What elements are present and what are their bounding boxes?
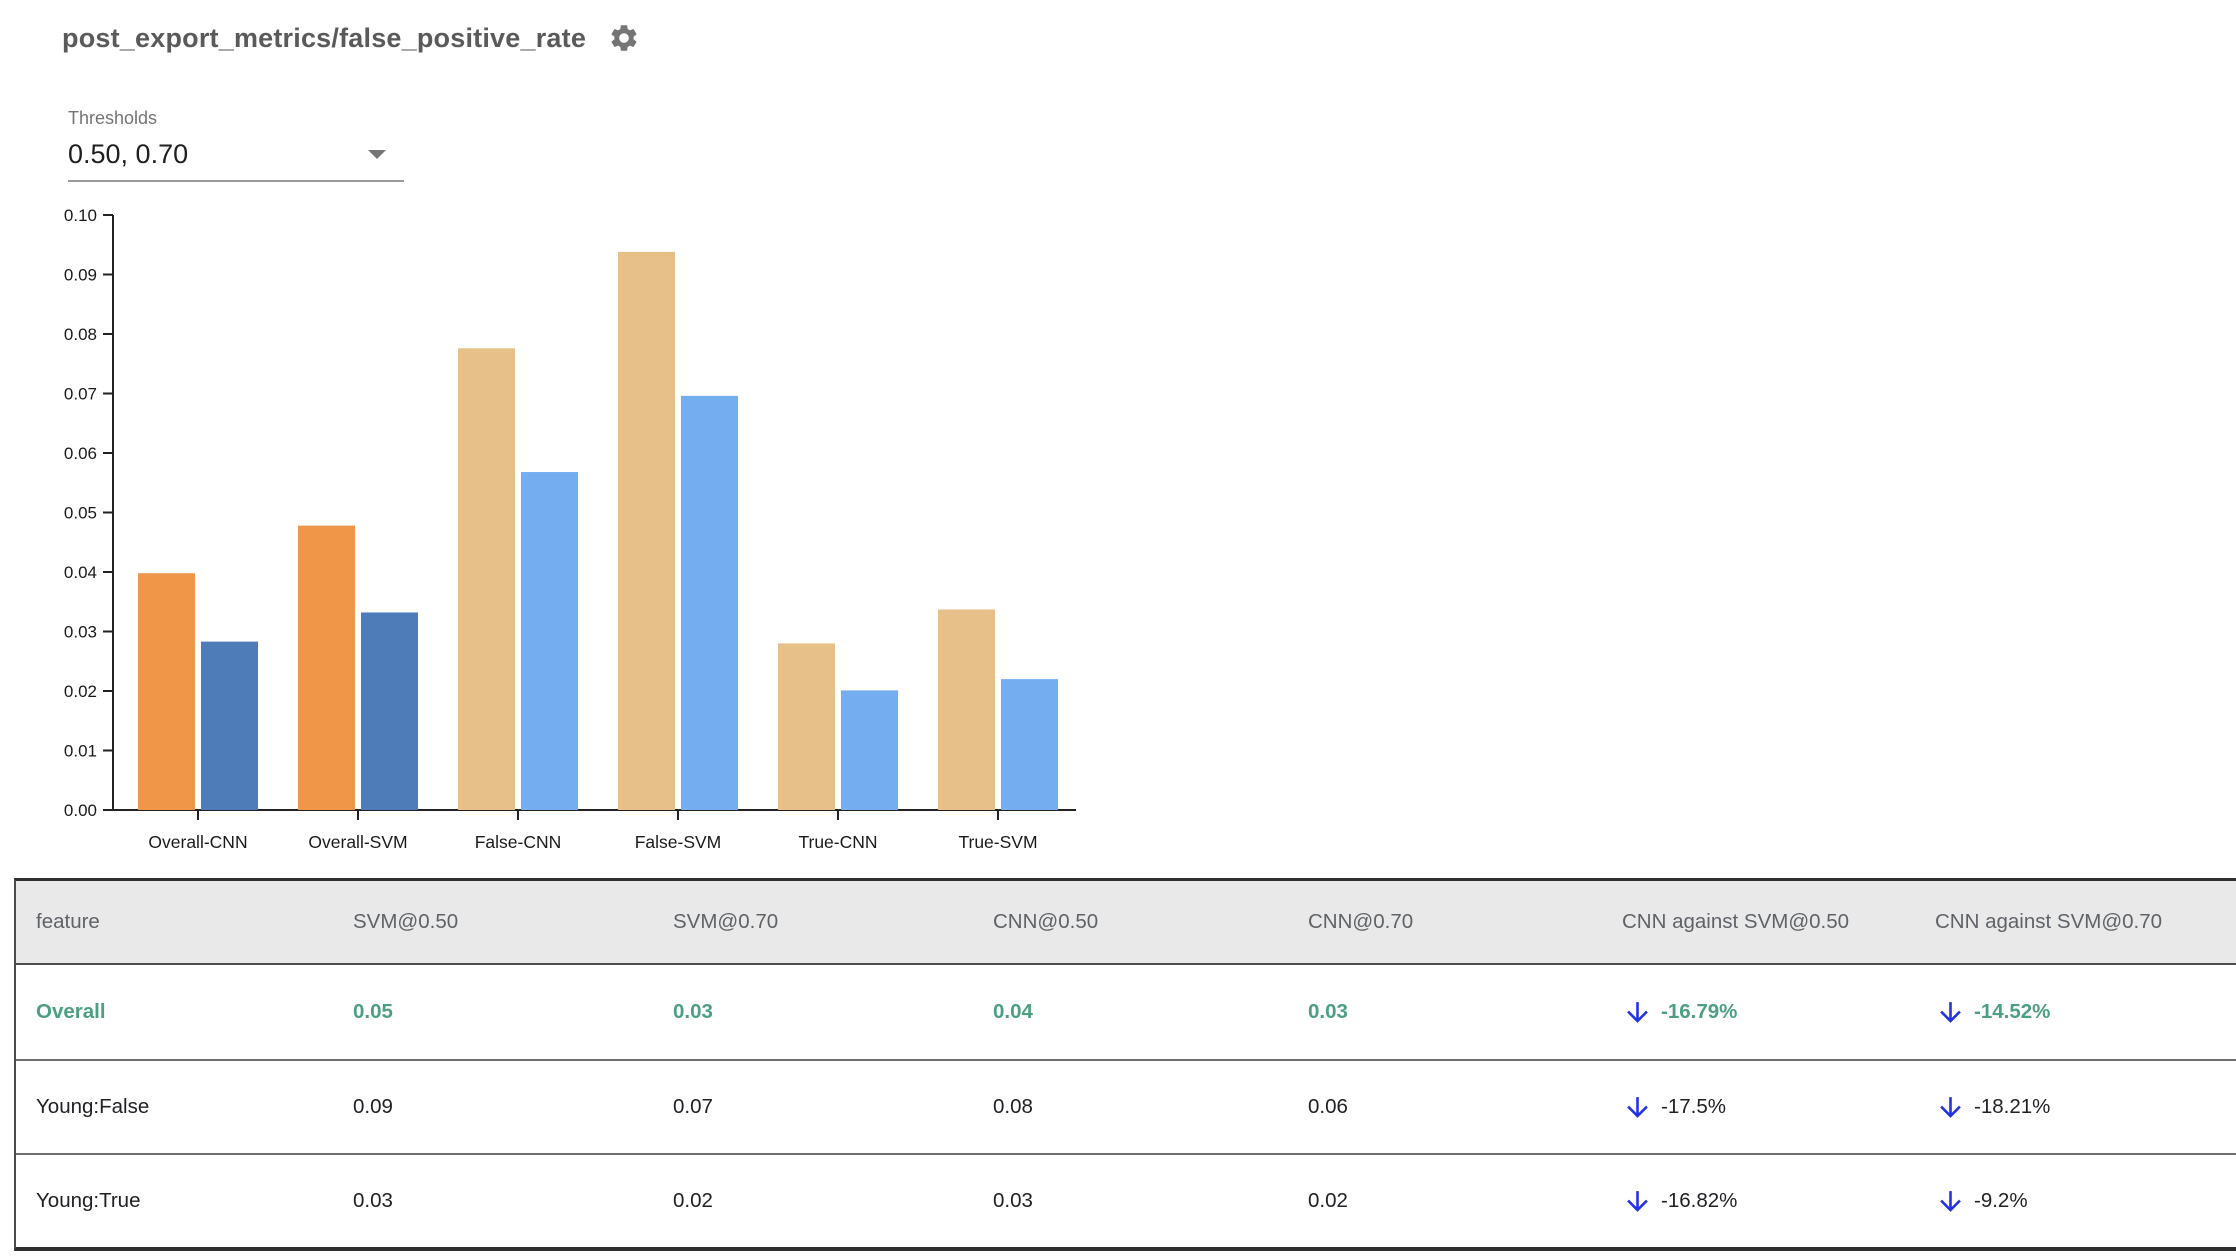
value-cell: 0.03 — [353, 1189, 393, 1212]
bar-True-CNN-threshold-0.70[interactable] — [841, 690, 898, 810]
metrics-table: feature SVM@0.50 SVM@0.70 CNN@0.50 CNN@0… — [14, 878, 2236, 1251]
value-cell: 0.08 — [993, 1095, 1033, 1118]
bar-Overall-CNN-threshold-0.70[interactable] — [201, 641, 258, 810]
column-header-cnn-070: CNN@0.70 — [1308, 910, 1414, 933]
bar-True-CNN-threshold-0.50[interactable] — [778, 643, 835, 810]
change-value: -16.79% — [1661, 1000, 1738, 1023]
change-cell: -14.52% — [1925, 997, 2236, 1028]
value-cell: 0.09 — [353, 1095, 393, 1118]
bar-False-SVM-threshold-0.70[interactable] — [681, 395, 738, 810]
feature-cell: Young:True — [36, 1189, 141, 1212]
panel-header: post_export_metrics/false_positive_rate — [62, 22, 640, 54]
value-cell: 0.02 — [673, 1189, 713, 1212]
change-cell: -17.5% — [1612, 1092, 1925, 1123]
arrow-down-icon — [1940, 1096, 1961, 1118]
svg-text:True-CNN: True-CNN — [798, 832, 877, 852]
svg-text:False-SVM: False-SVM — [635, 832, 722, 852]
dropdown-caret-icon — [368, 150, 386, 159]
svg-text:0.04: 0.04 — [64, 563, 97, 582]
svg-text:Overall-SVM: Overall-SVM — [308, 832, 407, 852]
bar-Overall-SVM-threshold-0.70[interactable] — [361, 612, 418, 810]
feature-cell: Overall — [36, 1000, 106, 1023]
bar-True-SVM-threshold-0.70[interactable] — [1001, 679, 1058, 810]
bar-Overall-CNN-threshold-0.50[interactable] — [138, 573, 195, 810]
change-value: -18.21% — [1974, 1095, 2051, 1118]
table-header-row: feature SVM@0.50 SVM@0.70 CNN@0.50 CNN@0… — [16, 881, 2236, 965]
thresholds-select[interactable]: 0.50, 0.70 — [68, 137, 404, 182]
feature-cell: Young:False — [36, 1095, 150, 1118]
svg-text:0.07: 0.07 — [64, 385, 97, 404]
bar-False-CNN-threshold-0.50[interactable] — [458, 348, 515, 810]
column-header-feature: feature — [36, 910, 100, 933]
change-cell: -18.21% — [1925, 1092, 2236, 1123]
change-value: -14.52% — [1974, 1000, 2051, 1023]
column-header-svm-070: SVM@0.70 — [673, 910, 779, 933]
arrow-down-icon — [1940, 1001, 1961, 1023]
svg-text:Overall-CNN: Overall-CNN — [148, 832, 247, 852]
column-header-cnn-against-svm-050: CNN against SVM@0.50 — [1622, 910, 1850, 933]
column-header-cnn-against-svm-070: CNN against SVM@0.70 — [1935, 910, 2163, 933]
svg-text:0.03: 0.03 — [64, 623, 97, 642]
bar-Overall-SVM-threshold-0.50[interactable] — [298, 525, 355, 810]
value-cell: 0.05 — [353, 1000, 393, 1023]
value-cell: 0.03 — [993, 1189, 1033, 1212]
svg-text:0.09: 0.09 — [64, 266, 97, 285]
svg-text:0.02: 0.02 — [64, 682, 97, 701]
svg-text:0.05: 0.05 — [64, 504, 97, 523]
change-value: -17.5% — [1661, 1095, 1726, 1118]
change-cell: -16.82% — [1612, 1186, 1925, 1217]
value-cell: 0.03 — [1308, 1000, 1348, 1023]
svg-text:False-CNN: False-CNN — [475, 832, 562, 852]
value-cell: 0.06 — [1308, 1095, 1348, 1118]
svg-text:0.01: 0.01 — [64, 742, 97, 761]
change-cell: -16.79% — [1612, 997, 1925, 1028]
thresholds-value: 0.50, 0.70 — [68, 139, 189, 169]
value-cell: 0.04 — [993, 1000, 1033, 1023]
bar-False-CNN-threshold-0.70[interactable] — [521, 472, 578, 810]
column-header-svm-050: SVM@0.50 — [353, 910, 459, 933]
arrow-down-icon — [1627, 1001, 1648, 1023]
svg-text:True-SVM: True-SVM — [958, 832, 1037, 852]
value-cell: 0.03 — [673, 1000, 713, 1023]
table-row-overall: Overall 0.05 0.03 0.04 0.03 -16.79% -14.… — [16, 965, 2236, 1059]
page-title: post_export_metrics/false_positive_rate — [62, 22, 587, 53]
svg-text:0.08: 0.08 — [64, 325, 97, 344]
bar-False-SVM-threshold-0.50[interactable] — [618, 251, 675, 810]
svg-text:0.10: 0.10 — [64, 206, 97, 225]
thresholds-label: Thresholds — [68, 108, 158, 128]
false-positive-rate-bar-chart[interactable]: 0.00 0.01 0.02 0.03 0.04 0.05 0.06 0.07 0.08 0.09… — [18, 198, 1098, 870]
svg-text:0.00: 0.00 — [64, 801, 97, 820]
bar-True-SVM-threshold-0.50[interactable] — [938, 609, 995, 810]
column-header-cnn-050: CNN@0.50 — [993, 910, 1099, 933]
settings-gear-icon[interactable] — [608, 22, 640, 54]
value-cell: 0.02 — [1308, 1189, 1348, 1212]
thresholds-control: Thresholds 0.50, 0.70 — [68, 108, 404, 182]
arrow-down-icon — [1627, 1190, 1648, 1212]
value-cell: 0.07 — [673, 1095, 713, 1118]
svg-text:0.06: 0.06 — [64, 444, 97, 463]
change-value: -16.82% — [1661, 1189, 1738, 1212]
table-row-young-false: Young:False 0.09 0.07 0.08 0.06 -17.5% -… — [16, 1059, 2236, 1153]
arrow-down-icon — [1940, 1190, 1961, 1212]
change-value: -9.2% — [1974, 1189, 2028, 1212]
table-row-young-true: Young:True 0.03 0.02 0.03 0.02 -16.82% -… — [16, 1153, 2236, 1247]
arrow-down-icon — [1627, 1096, 1648, 1118]
change-cell: -9.2% — [1925, 1186, 2236, 1217]
